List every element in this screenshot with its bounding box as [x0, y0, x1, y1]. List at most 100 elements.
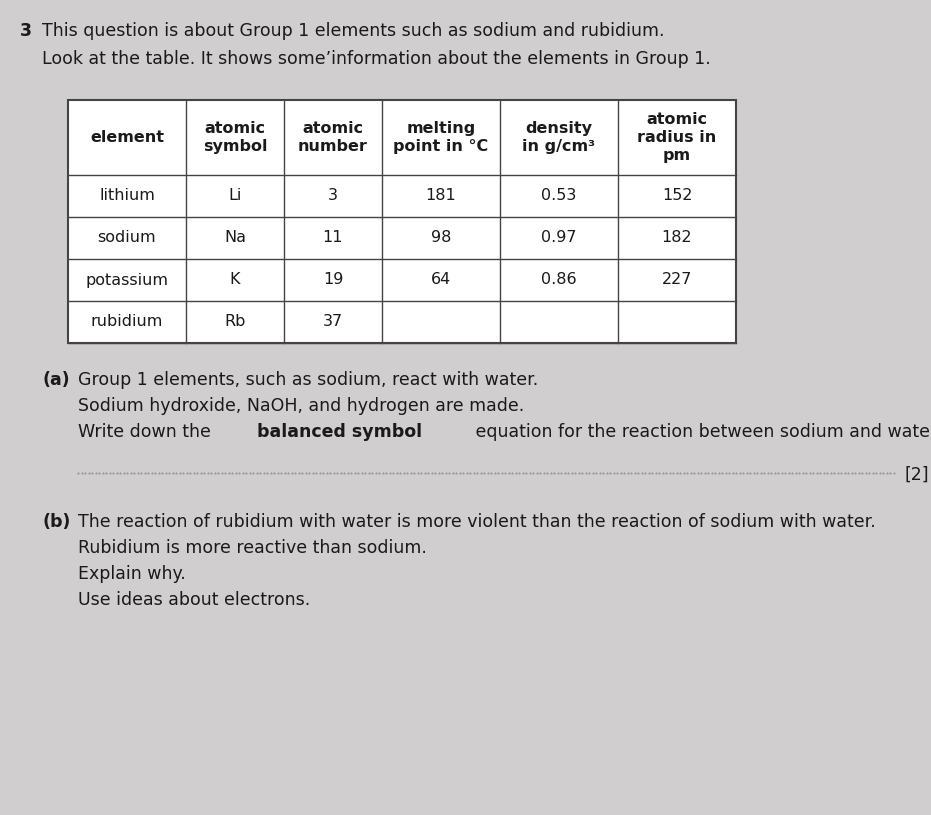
- Point: [700, 466, 715, 479]
- Text: atomic
radius in
pm: atomic radius in pm: [638, 112, 717, 163]
- Point: [389, 466, 404, 479]
- Text: 64: 64: [431, 272, 452, 288]
- Point: [732, 466, 747, 479]
- Point: [715, 466, 730, 479]
- Point: [610, 466, 625, 479]
- Text: potassium: potassium: [86, 272, 169, 288]
- Point: [277, 466, 292, 479]
- Point: [861, 466, 876, 479]
- Text: 98: 98: [431, 231, 452, 245]
- Point: [774, 466, 789, 479]
- Point: [246, 466, 261, 479]
- Point: [235, 466, 250, 479]
- Point: [582, 466, 597, 479]
- Point: [823, 466, 838, 479]
- Point: [560, 466, 575, 479]
- Point: [805, 466, 820, 479]
- Point: [602, 466, 617, 479]
- Point: [95, 466, 110, 479]
- Point: [526, 466, 541, 479]
- Point: [130, 466, 145, 479]
- Point: [483, 466, 498, 479]
- Point: [819, 466, 834, 479]
- Text: The reaction of rubidium with water is more violent than the reaction of sodium : The reaction of rubidium with water is m…: [78, 513, 876, 531]
- Point: [228, 466, 243, 479]
- Point: [463, 466, 478, 479]
- Point: [519, 466, 533, 479]
- Text: 182: 182: [662, 231, 693, 245]
- Point: [102, 466, 117, 479]
- Point: [393, 466, 408, 479]
- Point: [480, 466, 495, 479]
- Point: [599, 466, 614, 479]
- Point: [336, 466, 351, 479]
- Point: [827, 466, 842, 479]
- Point: [676, 466, 691, 479]
- Point: [266, 466, 281, 479]
- Point: [722, 466, 736, 479]
- Point: [869, 466, 884, 479]
- Point: [176, 466, 191, 479]
- Point: [186, 466, 201, 479]
- Point: [358, 466, 372, 479]
- Point: [81, 466, 96, 479]
- Text: Rubidium is more reactive than sodium.: Rubidium is more reactive than sodium.: [78, 539, 427, 557]
- Point: [627, 466, 642, 479]
- Text: Look at the table. It shows some’information about the elements in Group 1.: Look at the table. It shows some’informa…: [42, 50, 710, 68]
- Point: [347, 466, 362, 479]
- Point: [704, 466, 719, 479]
- Point: [88, 466, 103, 479]
- Point: [550, 466, 565, 479]
- Text: 3: 3: [20, 22, 32, 40]
- Text: 3: 3: [328, 188, 338, 204]
- Point: [77, 466, 92, 479]
- Point: [361, 466, 376, 479]
- Text: atomic
symbol: atomic symbol: [203, 121, 267, 154]
- Point: [312, 466, 327, 479]
- Point: [686, 466, 701, 479]
- Point: [613, 466, 627, 479]
- Point: [620, 466, 635, 479]
- Text: sodium: sodium: [98, 231, 156, 245]
- Text: 0.97: 0.97: [541, 231, 576, 245]
- Point: [791, 466, 806, 479]
- Point: [340, 466, 355, 479]
- Point: [473, 466, 488, 479]
- Point: [669, 466, 684, 479]
- Point: [644, 466, 659, 479]
- Point: [284, 466, 299, 479]
- Point: [238, 466, 253, 479]
- Point: [375, 466, 390, 479]
- Point: [638, 466, 653, 479]
- Point: [250, 466, 264, 479]
- Text: [2]: [2]: [905, 466, 930, 484]
- Point: [439, 466, 453, 479]
- Point: [214, 466, 229, 479]
- Point: [252, 466, 267, 479]
- Point: [515, 466, 530, 479]
- Point: [123, 466, 138, 479]
- Point: [634, 466, 649, 479]
- Point: [694, 466, 708, 479]
- Point: [74, 466, 89, 479]
- Point: [672, 466, 687, 479]
- Point: [379, 466, 394, 479]
- Point: [725, 466, 740, 479]
- Point: [305, 466, 320, 479]
- Point: [141, 466, 155, 479]
- Point: [109, 466, 124, 479]
- Point: [133, 466, 148, 479]
- Point: [767, 466, 782, 479]
- Point: [858, 466, 873, 479]
- Point: [568, 466, 583, 479]
- Text: element: element: [90, 130, 164, 145]
- Point: [795, 466, 810, 479]
- Point: [529, 466, 544, 479]
- Text: 0.53: 0.53: [541, 188, 576, 204]
- Point: [298, 466, 313, 479]
- Point: [847, 466, 862, 479]
- Point: [368, 466, 383, 479]
- Point: [449, 466, 464, 479]
- Point: [816, 466, 831, 479]
- Point: [477, 466, 492, 479]
